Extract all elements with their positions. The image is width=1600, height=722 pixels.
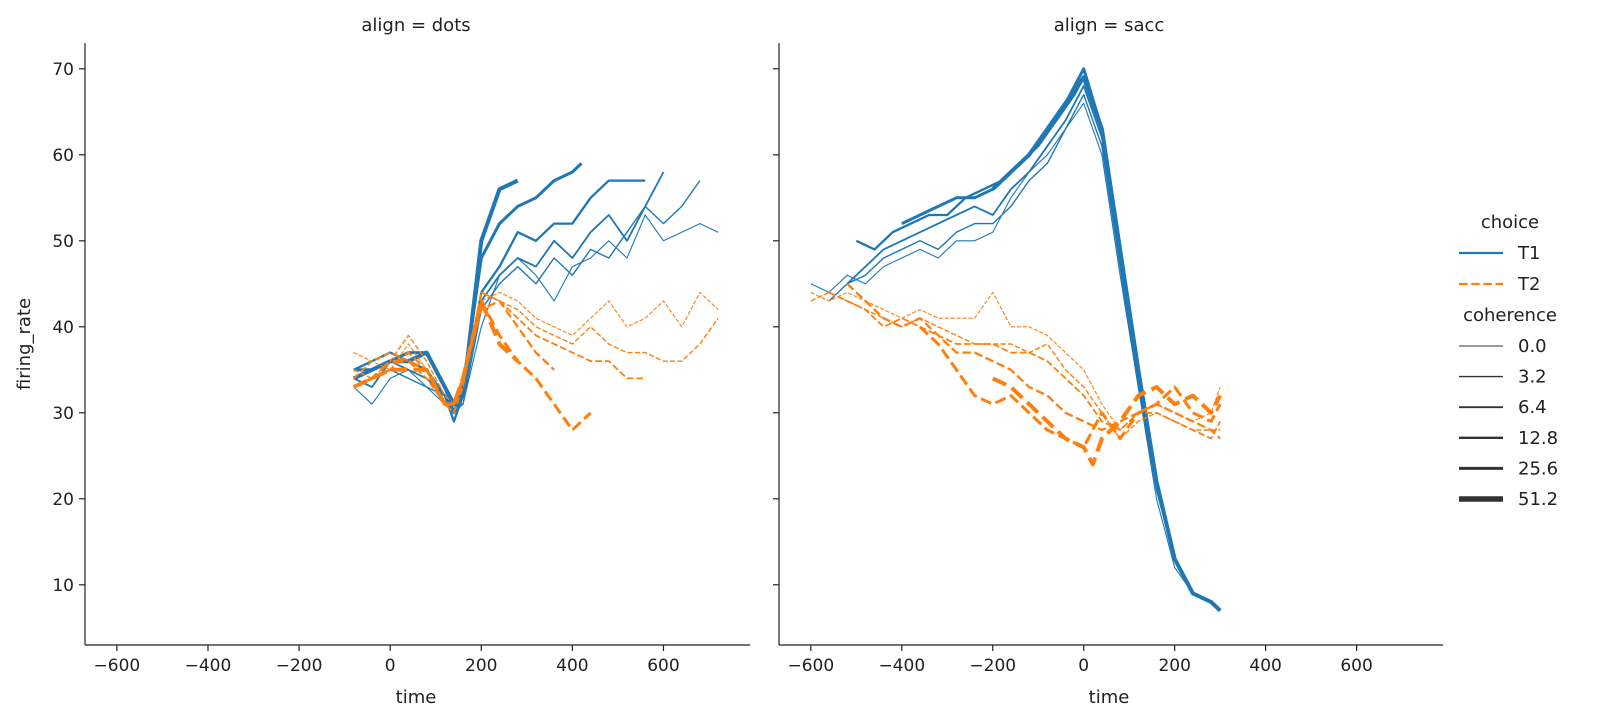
x-tick-label: 0	[1078, 656, 1089, 676]
x-axis-title-dots: time	[396, 687, 437, 708]
series-line-t1-coh-51-2	[352, 178, 519, 407]
plot-area-dots	[352, 162, 719, 432]
y-tick-label: 10	[52, 576, 74, 596]
series-line-t2-coh-0	[353, 291, 719, 405]
x-tick-label: −400	[878, 656, 925, 676]
x-tick-label: −600	[787, 656, 834, 676]
panel-align-dots: align = dots −600 −400 −200 0 200 400 600 10 20…	[14, 15, 750, 708]
y-tick-label: 20	[52, 490, 74, 510]
x-tick-label: −400	[185, 656, 232, 676]
plot-area-sacc	[810, 67, 1222, 613]
x-tick-label: 0	[385, 656, 396, 676]
y-ticks-sacc	[773, 68, 779, 586]
legend-label-coherence: 3.2	[1518, 367, 1547, 388]
legend-title-coherence: coherence	[1463, 305, 1557, 326]
series-line-t1-coh-0	[810, 102, 1221, 611]
series-line-t2-coh-6-4	[353, 291, 646, 414]
series-line-t1-coh-25-6	[901, 67, 1222, 612]
series-line-t2-coh-12-8	[846, 282, 1221, 440]
legend-label-coherence: 25.6	[1518, 458, 1558, 479]
legend-title-choice: choice	[1481, 212, 1539, 233]
series-line-t2-coh-51-2	[352, 299, 520, 407]
y-ticks-dots: 10 20 30 40 50 60 70	[52, 60, 85, 596]
x-tick-label: 200	[465, 656, 497, 676]
legend-coherence: 0.0 3.2 6.4 12.8 25.6 51.2	[1459, 336, 1558, 510]
x-ticks-sacc: −600 −400 −200 0 200 400 600	[787, 645, 1373, 676]
panel-title-dots: align = dots	[361, 15, 470, 36]
series-line-t1-coh-12-8	[855, 76, 1221, 612]
x-ticks-dots: −600 −400 −200 0 200 400 600	[94, 645, 680, 676]
y-tick-label: 50	[52, 232, 74, 252]
x-tick-label: −200	[969, 656, 1016, 676]
series-line-t1-coh-3-2	[353, 180, 701, 405]
series-line-t2-coh-3-2	[353, 291, 719, 405]
series-line-t2-coh-6-4	[828, 291, 1221, 440]
series-line-t2-coh-25-6	[353, 299, 592, 432]
series-line-t1-coh-6-4	[846, 85, 1221, 612]
panel-align-sacc: align = sacc −600 −400 −200 0 200 400 600 time	[773, 15, 1443, 708]
x-tick-label: 400	[556, 656, 588, 676]
x-tick-label: 400	[1249, 656, 1281, 676]
x-tick-label: −600	[94, 656, 141, 676]
x-axis-title-sacc: time	[1089, 687, 1130, 708]
x-tick-label: 600	[1340, 656, 1372, 676]
series-line-t2-coh-12-8	[353, 299, 555, 406]
y-tick-label: 70	[52, 60, 74, 80]
legend-label-coherence: 6.4	[1518, 397, 1547, 418]
series-line-t1-coh-0	[353, 214, 719, 414]
x-tick-label: 600	[647, 656, 679, 676]
legend-label-coherence: 12.8	[1518, 428, 1558, 449]
y-tick-label: 60	[52, 146, 74, 166]
legend-label-coherence: 0.0	[1518, 336, 1547, 357]
panel-title-sacc: align = sacc	[1054, 15, 1165, 36]
y-tick-label: 30	[52, 404, 74, 424]
y-axis-title: firing_rate	[14, 298, 35, 390]
series-line-t1-coh-6-4	[353, 171, 665, 414]
series-line-t2-coh-3-2	[810, 291, 1221, 440]
x-tick-label: −200	[276, 656, 323, 676]
legend-label-t1: T1	[1517, 243, 1540, 264]
series-line-t2-coh-51-2	[991, 376, 1222, 467]
legend-label-t2: T2	[1517, 274, 1540, 295]
series-line-t1-coh-51-2	[991, 75, 1222, 613]
x-tick-label: 200	[1158, 656, 1190, 676]
y-tick-label: 40	[52, 318, 74, 338]
series-line-t2-coh-25-6	[918, 325, 1222, 449]
legend-label-coherence: 51.2	[1518, 489, 1558, 510]
